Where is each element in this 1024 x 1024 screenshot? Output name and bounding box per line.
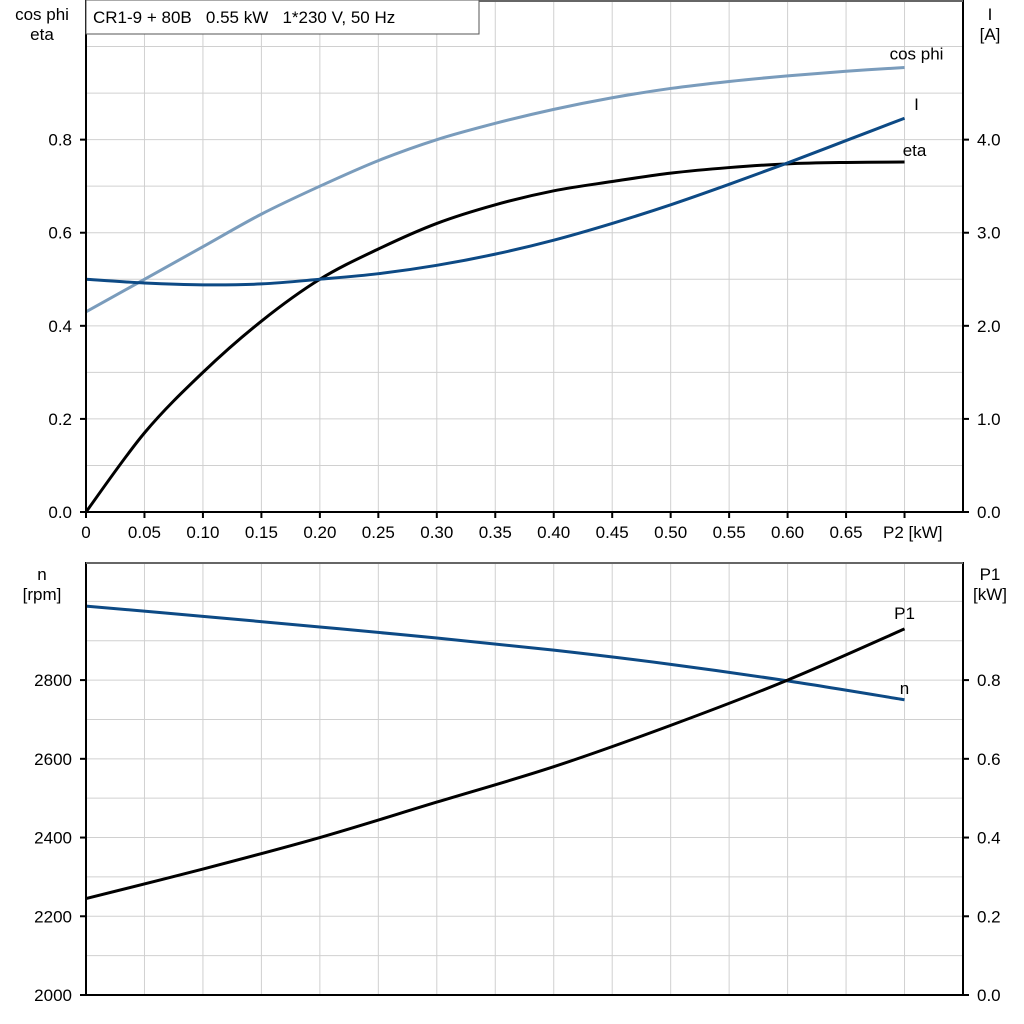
series-label-cos-phi: cos phi [890, 44, 944, 63]
series-n-line [85, 604, 905, 702]
labels: 0.0 0.2 0.4 0.6 0.8 0.0 1.0 2.0 3.0 4.0 0 0.05 0.10 0… [15, 5, 1007, 1005]
axes [80, 0, 969, 996]
right-tick-label: 0.2 [977, 907, 1001, 926]
curves [84, 65, 906, 901]
left-tick-label: 0.4 [48, 317, 72, 336]
left-tick-label: 2600 [34, 750, 72, 769]
right-tick-label: 1.0 [977, 410, 1001, 429]
x-tick-label: 0.30 [420, 523, 453, 542]
left-tick-label: 0.0 [48, 503, 72, 522]
left-tick-label: 2800 [34, 671, 72, 690]
x-tick-label: 0 [81, 523, 90, 542]
x-axis-label: P2 [kW] [883, 523, 943, 542]
x-tick-label: 0.35 [479, 523, 512, 542]
x-tick-label: 0.55 [713, 523, 746, 542]
right-tick-label: 4.0 [977, 131, 1001, 150]
right-axis-label: I [988, 5, 993, 24]
series-label-P1: P1 [894, 604, 915, 623]
left-tick-label: 0.2 [48, 410, 72, 429]
series-I-line [85, 116, 906, 287]
title-box [85, 0, 480, 35]
right-axis-label: P1 [980, 565, 1001, 584]
chart-title: CR1-9 + 80B 0.55 kW 1*230 V, 50 Hz [93, 8, 395, 27]
series-P1-line [85, 627, 906, 901]
left-axis-label: eta [30, 25, 54, 44]
top-grid [86, 0, 963, 512]
left-axis-label: n [37, 565, 46, 584]
x-tick-label: 0.50 [654, 523, 687, 542]
right-tick-label: 0.0 [977, 503, 1001, 522]
left-axis-label: cos phi [15, 5, 69, 24]
x-tick-label: 0.05 [128, 523, 161, 542]
left-tick-label: 0.6 [48, 224, 72, 243]
series-label-I: I [914, 95, 919, 114]
x-tick-label: 0.25 [362, 523, 395, 542]
left-tick-label: 2400 [34, 829, 72, 848]
right-axis-label: [A] [980, 25, 1001, 44]
left-tick-label: 2000 [34, 986, 72, 1005]
bottom-grid [86, 562, 963, 995]
x-tick-label: 0.10 [186, 523, 219, 542]
series-label-eta: eta [903, 141, 927, 160]
right-tick-label: 0.4 [977, 829, 1001, 848]
right-axis-label: [kW] [973, 585, 1007, 604]
right-tick-label: 0.0 [977, 986, 1001, 1005]
x-tick-label: 0.20 [303, 523, 336, 542]
right-tick-label: 0.8 [977, 671, 1001, 690]
x-tick-label: 0.15 [245, 523, 278, 542]
right-tick-label: 2.0 [977, 317, 1001, 336]
right-tick-label: 0.6 [977, 750, 1001, 769]
right-tick-label: 3.0 [977, 224, 1001, 243]
left-tick-label: 0.8 [48, 131, 72, 150]
x-tick-label: 0.65 [830, 523, 863, 542]
x-tick-label: 0.45 [596, 523, 629, 542]
series-eta-line [84, 160, 905, 513]
series-label-n: n [900, 679, 909, 698]
x-tick-label: 0.40 [537, 523, 570, 542]
series-cos-phi-line [85, 65, 905, 314]
left-tick-label: 2200 [34, 907, 72, 926]
x-tick-label: 0.60 [771, 523, 804, 542]
left-axis-label: [rpm] [23, 585, 62, 604]
